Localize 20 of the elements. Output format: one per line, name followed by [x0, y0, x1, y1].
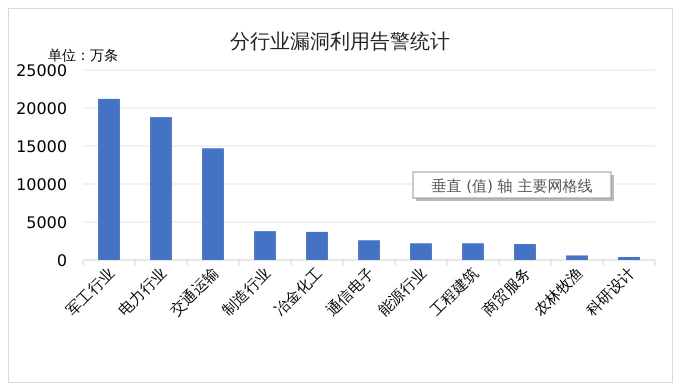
bar	[254, 231, 276, 260]
y-tick-label: 25000	[16, 61, 67, 80]
bar	[358, 240, 380, 260]
y-tick-label: 15000	[16, 137, 67, 156]
bar	[410, 243, 432, 260]
bar	[514, 244, 536, 260]
bar	[462, 243, 484, 260]
y-tick-label: 0	[56, 251, 67, 270]
chart-title: 分行业漏洞利用告警统计	[230, 29, 450, 53]
y-axis-title: 单位：万条	[48, 48, 118, 64]
bar	[202, 148, 224, 260]
bar	[566, 255, 588, 260]
annotation: 垂直 (值) 轴 主要网格线	[431, 177, 593, 195]
bar	[150, 117, 172, 260]
bar	[306, 232, 328, 260]
y-tick-label: 5000	[26, 213, 67, 232]
y-tick-label: 20000	[16, 99, 67, 118]
bar	[618, 256, 640, 260]
bar	[98, 98, 120, 260]
y-tick-label: 10000	[16, 175, 67, 194]
